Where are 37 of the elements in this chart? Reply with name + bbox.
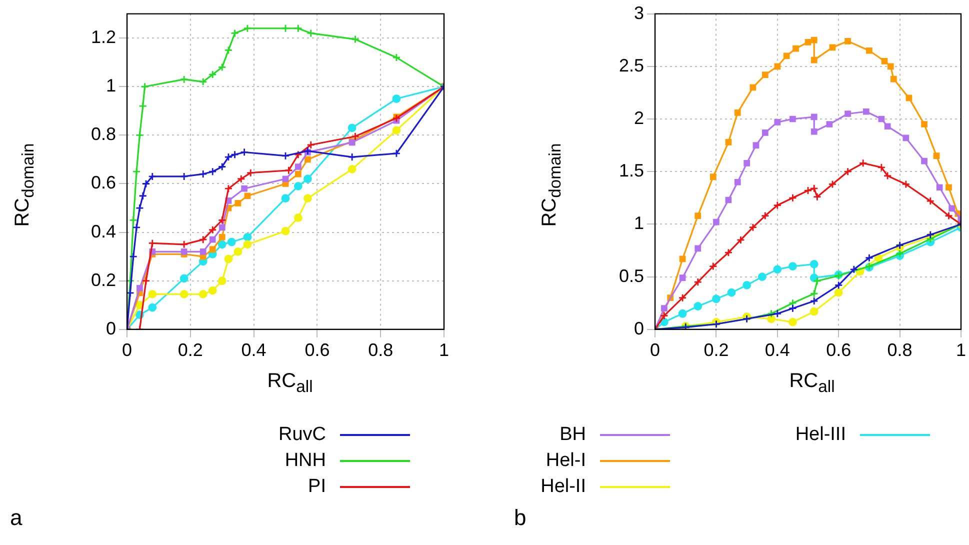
y-tick-label: 0.4 <box>90 221 116 242</box>
y-tick-label: 0 <box>106 318 116 338</box>
y-tick-label: 0.8 <box>90 124 116 144</box>
x-tick-label: 0.4 <box>764 340 790 360</box>
y-tick-label: 2.5 <box>618 55 644 76</box>
legend-label: Hel-I <box>546 450 586 472</box>
y-tick-label: 1.2 <box>90 27 116 48</box>
y-tick-label: 1.5 <box>618 160 644 181</box>
x-tick-label: 0.8 <box>887 340 912 360</box>
x-tick-label: 1 <box>956 340 966 360</box>
x-tick-label: 0.6 <box>826 340 852 360</box>
x-tick-label: 1 <box>438 340 450 360</box>
x-tick-label: 0.6 <box>304 340 330 360</box>
text: a <box>10 505 22 531</box>
x-tick-label: 0.2 <box>704 340 729 360</box>
y-tick-label: 0.2 <box>90 270 116 290</box>
y-tick-label: 1 <box>106 76 116 96</box>
y-tick-label: 0 <box>634 318 644 338</box>
x-tick-label: 0 <box>650 340 660 360</box>
y-tick-label: 3 <box>634 2 644 23</box>
text: b <box>514 505 526 531</box>
x-axis-title: RC$_{all}$ <box>267 370 313 397</box>
y-tick-label: 0.6 <box>90 172 116 193</box>
legend-label: BH <box>560 424 586 446</box>
x-tick-label: 0.4 <box>241 340 266 360</box>
legend-label: HNH <box>284 450 326 472</box>
legend-label: Hel-III <box>795 424 846 446</box>
legend-label: Hel-II <box>540 476 586 498</box>
y-tick-label: 0.5 <box>618 266 644 286</box>
x-axis-title: RC$_{all}$ <box>789 370 835 397</box>
y-tick-label: 2 <box>634 108 644 128</box>
x-tick-label: 0.2 <box>178 340 203 360</box>
x-tick-label: 0.8 <box>368 340 394 360</box>
legend-label: PI <box>308 476 326 498</box>
y-tick-label: 1 <box>634 213 644 234</box>
x-tick-label: 0 <box>122 340 132 360</box>
legend-label: RuvC <box>278 424 326 446</box>
